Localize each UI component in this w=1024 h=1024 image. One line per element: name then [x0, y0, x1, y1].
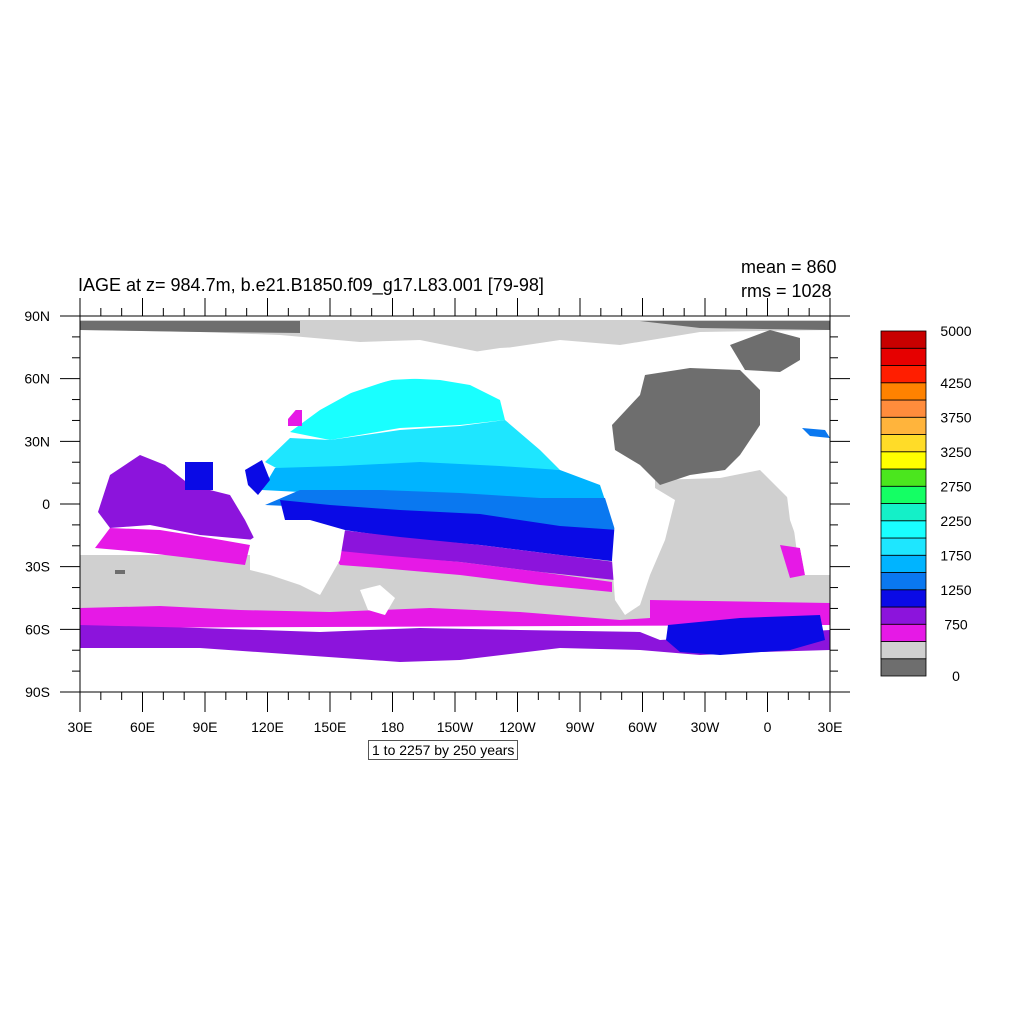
lon-tick-label: 150E	[314, 719, 347, 735]
colorbar-swatch	[880, 520, 927, 539]
colorbar	[880, 330, 927, 677]
map-title: IAGE at z= 984.7m, b.e21.B1850.f09_g17.L…	[78, 275, 544, 295]
mediterranean-blue	[802, 428, 830, 438]
colorbar-swatch	[880, 382, 927, 401]
colorbar-label: 1750	[940, 547, 971, 563]
south-atlantic-magenta	[780, 545, 805, 578]
axis-tick-labels: 90N 60N 30N 0 30S 60S 90S 30E 60E 90E 120E 150E 180 1…	[24, 308, 842, 735]
lon-tick-label: 90W	[566, 719, 596, 735]
north-atlantic-darkgray	[612, 368, 760, 485]
greenland-darkgray	[730, 330, 800, 372]
colorbar-swatch	[880, 537, 927, 556]
land	[80, 340, 830, 690]
lat-tick-label: 0	[42, 496, 50, 512]
colorbar-swatch	[880, 554, 927, 573]
lat-tick-label: 90S	[25, 684, 50, 700]
lon-tick-label: 30E	[68, 719, 93, 735]
lon-tick-label: 120E	[251, 719, 284, 735]
colorbar-swatch	[880, 468, 927, 487]
lon-tick-label: 120W	[499, 719, 536, 735]
colorbar-label: 4250	[940, 375, 971, 391]
arctic-darkgray-east	[640, 321, 830, 330]
contour-note: 1 to 2257 by 250 years	[368, 740, 519, 760]
lon-tick-label: 30E	[818, 719, 843, 735]
pacific-cyan	[265, 420, 560, 470]
australia-land	[250, 520, 345, 595]
colorbar-swatch	[880, 623, 927, 642]
pacific-medblue	[265, 490, 615, 530]
tasman-gray	[115, 570, 125, 574]
antarctica-land-mid	[80, 652, 830, 668]
pacific-cyan-north	[290, 378, 505, 440]
indian-purple	[98, 455, 255, 540]
rms-stat: rms = 1028	[741, 281, 832, 301]
lat-tick-label: 30S	[25, 559, 50, 575]
axis-ticks	[60, 298, 850, 712]
lon-tick-label: 0	[764, 719, 772, 735]
antarctica-land	[80, 660, 830, 690]
lat-tick-label: 60S	[25, 621, 50, 637]
mean-stat: mean = 860	[741, 257, 837, 277]
colorbar-swatch	[880, 399, 927, 418]
new-zealand-land	[360, 585, 395, 615]
colorbar-label: 3750	[940, 409, 971, 425]
colorbar-label: 750	[944, 616, 968, 632]
colorbar-swatch	[880, 589, 927, 608]
colorbar-swatch	[880, 330, 927, 349]
colorbar-swatch	[880, 416, 927, 435]
indian-magenta	[95, 528, 250, 565]
south-america-land	[605, 485, 675, 615]
pacific-magenta	[330, 550, 612, 592]
colorbar-label: 5000	[940, 323, 971, 339]
lon-tick-label: 60W	[628, 719, 658, 735]
lon-tick-label: 60E	[130, 719, 155, 735]
colorbar-swatch	[880, 572, 927, 591]
lat-tick-label: 30N	[24, 433, 50, 449]
colorbar-labels: 0 750 1250 1750 2250 2750 3250 3750 4250 5000	[940, 323, 971, 684]
lon-tick-label: 30W	[691, 719, 721, 735]
asia-land	[80, 340, 330, 462]
lat-tick-label: 60N	[24, 371, 50, 387]
pacific-blue	[280, 500, 620, 562]
weddell-blue	[666, 615, 825, 655]
lon-tick-label: 150W	[437, 719, 474, 735]
colorbar-swatch	[880, 658, 927, 677]
lon-tick-label: 180	[381, 719, 405, 735]
north-america-land	[330, 345, 640, 470]
south-atlantic-gray	[655, 470, 830, 605]
colorbar-swatch	[880, 606, 927, 625]
ocean-field	[80, 320, 830, 662]
colorbar-swatch	[880, 451, 927, 470]
lat-tick-label: 90N	[24, 308, 50, 324]
bay-of-bengal-blue	[185, 462, 213, 490]
southern-purple-band	[80, 625, 830, 662]
lon-tick-label: 90E	[193, 719, 218, 735]
colorbar-label: 2750	[940, 478, 971, 494]
africa-land	[785, 440, 830, 575]
colorbar-label: 0	[952, 668, 960, 684]
colorbar-label: 3250	[940, 444, 971, 460]
colorbar-swatch	[880, 503, 927, 522]
colorbar-swatch	[880, 347, 927, 366]
southern-magenta-band	[80, 600, 830, 628]
colorbar-label: 2250	[940, 513, 971, 529]
colorbar-swatch	[880, 641, 927, 660]
arctic-darkgray	[80, 321, 300, 333]
pacific-purple	[300, 525, 615, 580]
colorbar-label: 1250	[940, 582, 971, 598]
colorbar-swatch	[880, 365, 927, 384]
colorbar-swatch	[880, 485, 927, 504]
sulu-blue	[245, 460, 270, 495]
colorbar-swatch	[880, 434, 927, 453]
